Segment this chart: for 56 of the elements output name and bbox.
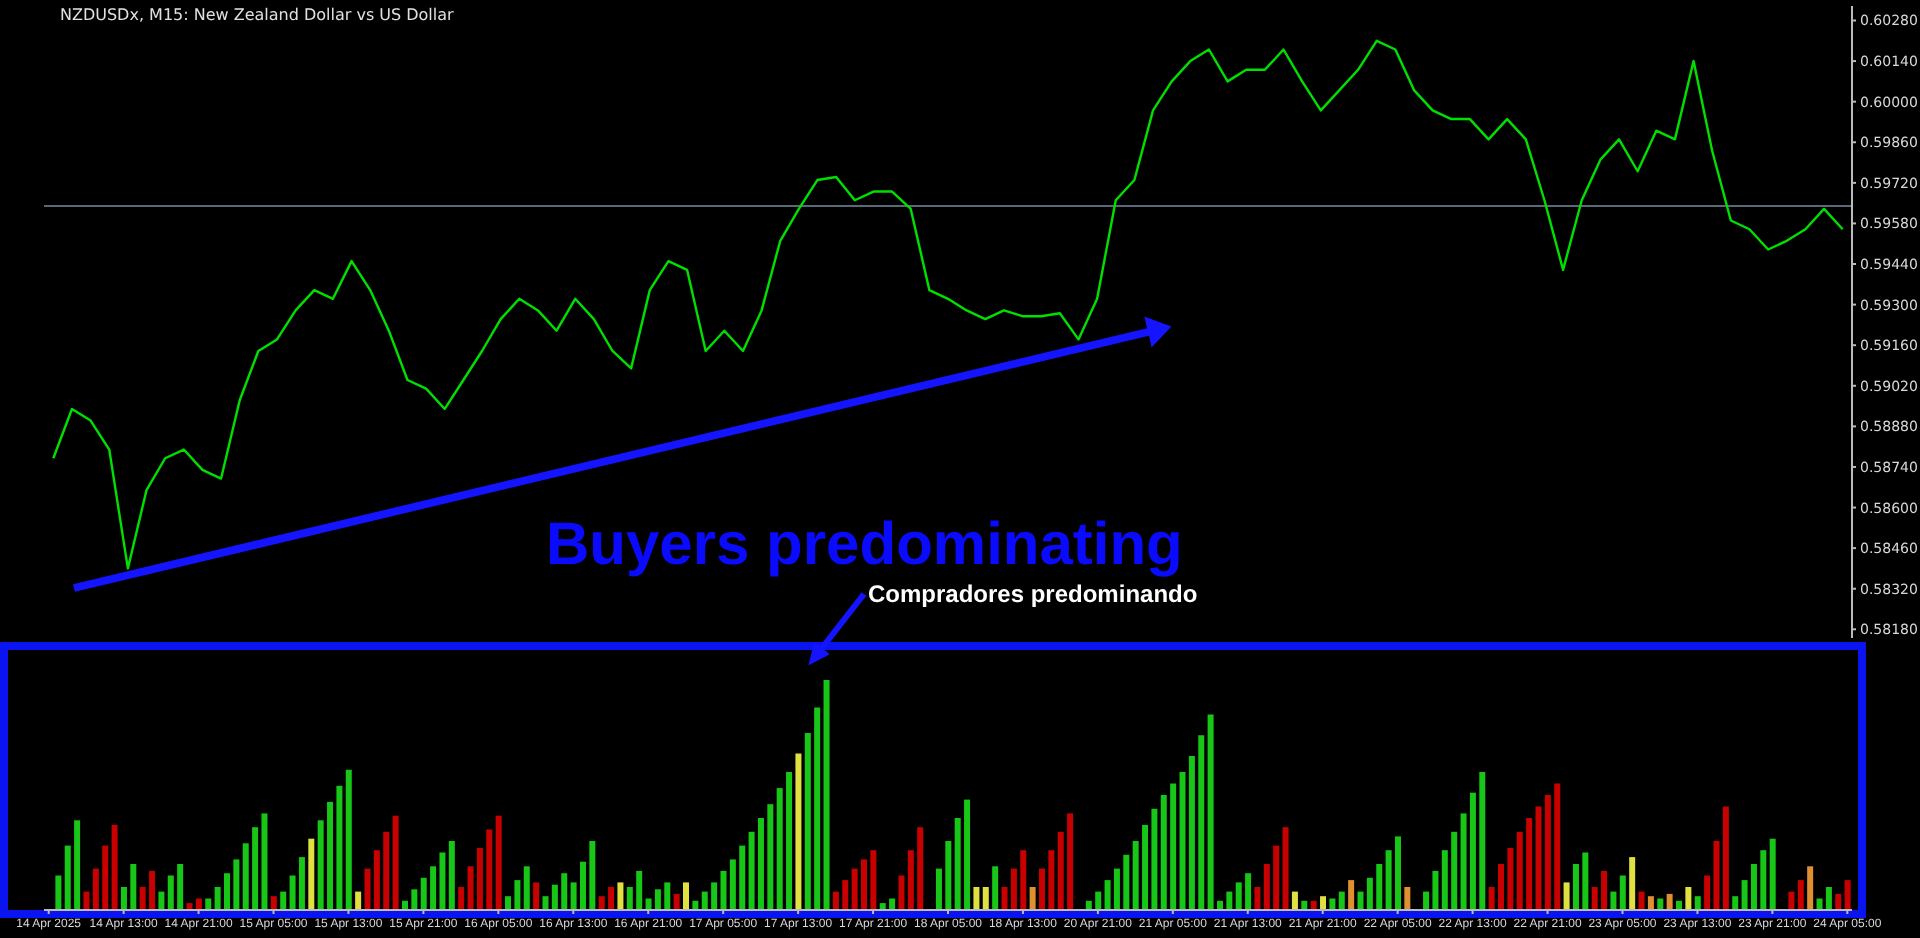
bar <box>1338 891 1345 910</box>
bar <box>1348 880 1355 910</box>
bar <box>533 882 540 910</box>
bar <box>1722 806 1729 910</box>
bar <box>898 875 905 910</box>
bar <box>308 838 315 910</box>
bar <box>1320 896 1327 910</box>
bar <box>973 887 980 910</box>
bar <box>1788 891 1795 910</box>
bar <box>1638 891 1645 910</box>
annotation: Compradores predominando <box>868 580 1198 608</box>
bar <box>1647 896 1654 910</box>
bar <box>1254 887 1261 910</box>
bar <box>1732 896 1739 910</box>
bar <box>298 857 305 910</box>
bar <box>1610 891 1617 910</box>
bar <box>1844 880 1851 910</box>
bar <box>1619 875 1626 910</box>
bar <box>1291 891 1298 910</box>
bar <box>617 882 624 910</box>
bar <box>495 815 502 910</box>
bar <box>392 815 399 910</box>
bar <box>542 896 549 910</box>
bar <box>992 866 999 910</box>
bar <box>111 824 118 910</box>
bar <box>55 875 62 910</box>
bar <box>1685 887 1692 910</box>
bar <box>1797 880 1804 910</box>
bar <box>1404 887 1411 910</box>
bar <box>1394 836 1401 910</box>
bar <box>1029 887 1036 910</box>
chart-title: NZDUSDx, M15: New Zealand Dollar vs US Dollar <box>60 6 454 24</box>
bar <box>270 896 277 910</box>
bar <box>523 866 530 910</box>
annotation: Buyers predominating <box>546 512 1183 580</box>
bar <box>1666 893 1673 910</box>
bar <box>982 887 989 910</box>
bar <box>1629 857 1636 910</box>
bar <box>280 891 287 910</box>
bar <box>683 882 690 910</box>
bar <box>1825 887 1832 910</box>
bar <box>1835 893 1842 910</box>
bar <box>158 891 165 910</box>
bar <box>1563 882 1570 910</box>
bar <box>448 841 455 910</box>
bar <box>1282 827 1289 910</box>
bar <box>458 887 465 910</box>
bar <box>1694 896 1701 910</box>
bar <box>83 891 90 910</box>
bar <box>355 891 362 910</box>
bar <box>345 769 352 910</box>
bar <box>823 680 830 910</box>
bar <box>795 753 802 910</box>
bar <box>1807 866 1814 910</box>
bar <box>673 893 680 910</box>
bar <box>1769 838 1776 910</box>
